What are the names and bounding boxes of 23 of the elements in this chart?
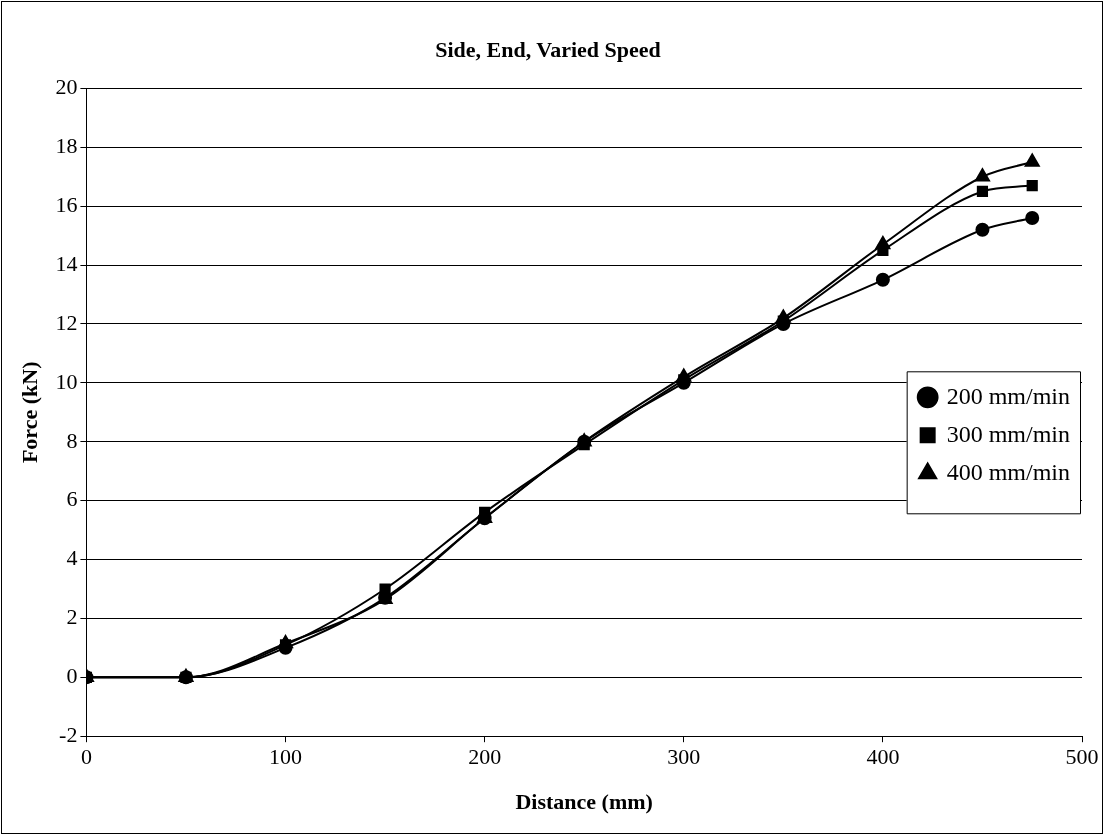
x-tick-label: 500	[1065, 744, 1099, 770]
y-tick-label: 10	[55, 368, 78, 394]
y-tick-label: 8	[66, 427, 78, 453]
x-tick-label: 200	[468, 744, 502, 770]
y-tick-label: 6	[66, 486, 78, 512]
x-tick-label: 300	[667, 744, 701, 770]
y-tick-label: 12	[55, 309, 78, 335]
x-tick-label: 100	[269, 744, 303, 770]
y-tick-label: 16	[55, 191, 78, 217]
chart-title: Side, End, Varied Speed	[435, 36, 661, 62]
y-tick-label: 18	[55, 133, 78, 159]
y-tick-label: 4	[66, 545, 78, 571]
x-axis-title: Distance (mm)	[515, 789, 653, 815]
x-tick-label: 400	[866, 744, 900, 770]
legend-label: 200 mm/min	[946, 382, 1070, 409]
y-tick-label: -2	[59, 721, 78, 747]
legend-label: 400 mm/min	[946, 458, 1070, 485]
y-tick-label: 14	[55, 250, 78, 276]
y-axis-title: Force (kN)	[16, 361, 42, 464]
y-tick-label: 20	[55, 74, 78, 100]
y-tick-label: 2	[66, 604, 78, 630]
y-tick-label: 0	[66, 663, 78, 689]
legend-label: 300 mm/min	[946, 420, 1070, 447]
